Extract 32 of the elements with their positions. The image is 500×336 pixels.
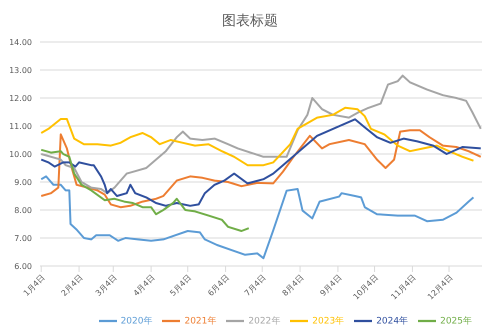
x-tick-label: 4月4日 [132,273,157,298]
y-tick-label: 8.00 [14,206,32,215]
y-tick-label: 12.00 [9,94,32,103]
legend-label: 2025年 [440,316,472,326]
y-tick-label: 14.00 [9,38,32,47]
x-tick-label: 5月4日 [168,273,194,298]
line-series [40,106,474,166]
x-tick-label: 10月4日 [352,273,380,302]
y-tick-label: 7.00 [14,234,32,243]
line-series [40,148,250,232]
legend-label: 2023年 [312,316,344,326]
x-tick-label: 6月4日 [206,273,232,298]
y-tick-label: 13.00 [9,66,32,75]
legend-label: 2024年 [376,316,408,326]
line-series [40,175,474,260]
x-tick-label: 12月4日 [426,273,454,302]
x-tick-label: 2月4日 [60,273,84,298]
x-tick-label: 3月4日 [94,273,119,298]
legend-label: 2020年 [120,316,152,326]
x-tick-label: 9月4日 [318,273,344,298]
legend-label: 2022年 [248,316,280,326]
y-tick-label: 10.00 [9,150,32,159]
y-tick-label: 6.00 [14,262,32,271]
legend-label: 2021年 [184,316,216,326]
y-tick-label: 9.00 [14,178,32,187]
x-tick-label: 1月4日 [22,273,47,298]
x-tick-label: 7月4日 [242,273,268,298]
y-tick-label: 11.00 [9,122,32,131]
line-series [40,74,482,194]
x-tick-label: 8月4日 [280,273,306,298]
x-tick-label: 11月4日 [389,273,418,302]
chart-title: 图表标题 [221,12,279,31]
